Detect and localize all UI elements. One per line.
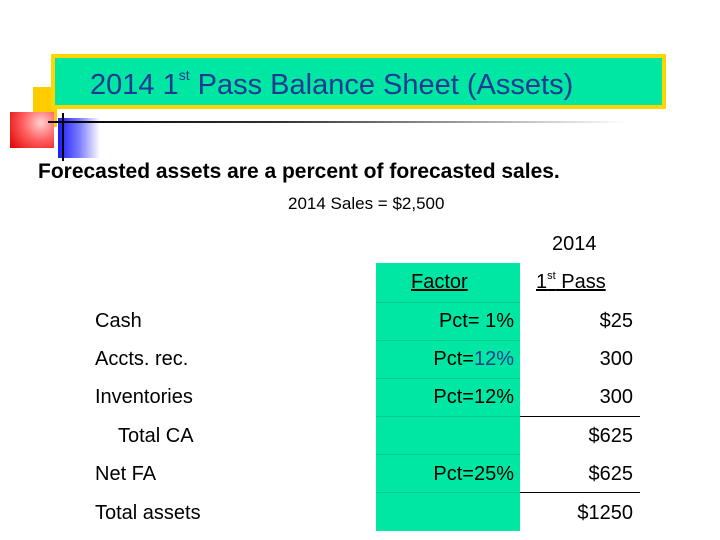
header-year: 2014 bbox=[552, 233, 597, 255]
pct-value: 12% bbox=[473, 386, 514, 408]
pct-prefix: Pct= bbox=[433, 348, 474, 370]
factor-divider bbox=[376, 416, 520, 417]
row-label-cash: Cash bbox=[95, 310, 142, 332]
header-pass: 1st Pass bbox=[536, 270, 606, 294]
factor-divider bbox=[376, 492, 520, 493]
row-factor-net-fa: Pct=25% bbox=[433, 462, 514, 486]
factor-divider bbox=[376, 340, 520, 341]
row-label-inventories: Inventories bbox=[95, 386, 193, 408]
sales-note: 2014 Sales = $2,500 bbox=[288, 194, 445, 213]
title-prefix: 2014 1 bbox=[90, 69, 179, 101]
row-amount-total-ca: $625 bbox=[588, 425, 634, 447]
pct-value: 1% bbox=[485, 310, 514, 332]
title-banner bbox=[51, 54, 666, 109]
total-rule bbox=[520, 492, 640, 493]
factor-divider bbox=[376, 302, 520, 303]
factor-column-background bbox=[376, 263, 520, 531]
row-factor-cash: Pct= 1% bbox=[439, 309, 514, 333]
subtotal-rule bbox=[520, 416, 640, 417]
row-label-total-ca: Total CA bbox=[118, 425, 194, 447]
decor-horizontal-rule bbox=[48, 121, 628, 123]
decor-red-square bbox=[10, 112, 54, 148]
row-amount-net-fa: $625 bbox=[588, 463, 634, 485]
pct-prefix: Pct= bbox=[433, 463, 474, 485]
header-pass-superscript: st bbox=[547, 270, 556, 282]
pct-value: 25% bbox=[473, 463, 514, 485]
pct-prefix: Pct= bbox=[438, 310, 486, 332]
slide-title: 2014 1st Pass Balance Sheet (Assets) bbox=[90, 68, 573, 102]
row-amount-accts-rec: 300 bbox=[599, 348, 633, 370]
decor-blue-square bbox=[58, 118, 100, 158]
row-factor-inventories: Pct=12% bbox=[433, 385, 514, 409]
title-superscript: st bbox=[178, 67, 190, 83]
factor-divider bbox=[376, 454, 520, 455]
title-suffix: Pass Balance Sheet (Assets) bbox=[189, 69, 574, 101]
pct-prefix: Pct= bbox=[433, 386, 474, 408]
pct-value: 12% bbox=[473, 348, 514, 370]
row-amount-total-assets: $1250 bbox=[577, 502, 633, 524]
subtitle: Forecasted assets are a percent of forec… bbox=[38, 160, 560, 183]
row-label-net-fa: Net FA bbox=[95, 463, 157, 485]
row-label-total-assets: Total assets bbox=[95, 502, 201, 524]
row-amount-cash: $25 bbox=[599, 310, 633, 332]
decor-vertical-rule bbox=[62, 113, 64, 161]
header-pass-suffix: Pass bbox=[555, 271, 606, 293]
row-label-accts-rec: Accts. rec. bbox=[95, 348, 189, 370]
factor-divider bbox=[376, 378, 520, 379]
header-pass-prefix: 1 bbox=[536, 271, 548, 293]
row-factor-accts-rec: Pct=12% bbox=[433, 347, 514, 371]
row-amount-inventories: 300 bbox=[599, 386, 633, 408]
header-factor: Factor bbox=[411, 271, 468, 293]
